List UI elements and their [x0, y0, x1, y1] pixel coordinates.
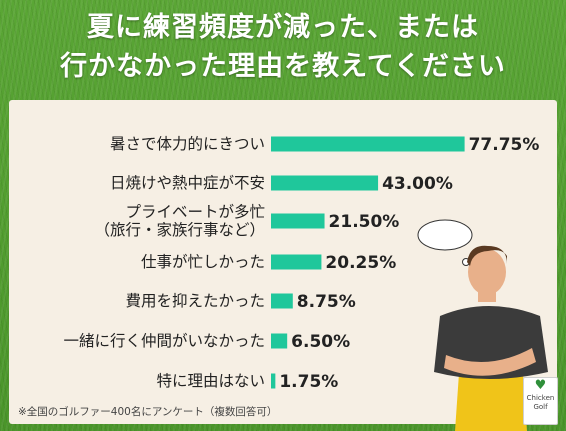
- chicken-golf-logo: ♥ Chicken Golf: [523, 377, 558, 425]
- category-label-3-line-1: プライベートが多忙: [125, 203, 265, 221]
- thought-bubble-icon: [417, 219, 479, 274]
- bar-2: [271, 175, 379, 191]
- bar-5: [271, 293, 293, 309]
- value-label-6: 6.50%: [291, 332, 350, 352]
- category-label-5: 費用を抑えたかった: [125, 292, 265, 310]
- footnote: ※全国のゴルファー400名にアンケート（複数回答可）: [18, 406, 278, 418]
- value-label-5: 8.75%: [297, 292, 356, 312]
- value-label-1: 77.75%: [469, 135, 540, 155]
- bar-1: [271, 136, 465, 152]
- title-line-2: 行かなかった理由を教えてください: [60, 51, 506, 82]
- category-label-1: 暑さで体力的にきつい: [110, 135, 265, 153]
- bar-6: [271, 333, 288, 349]
- category-label-6: 一緒に行く仲間がいなかった: [63, 332, 265, 350]
- value-label-3: 21.50%: [329, 212, 400, 232]
- category-label-2: 日焼けや熱中症が不安: [110, 174, 265, 192]
- value-label-4: 20.25%: [325, 253, 396, 273]
- value-label-7: 1.75%: [279, 372, 338, 392]
- bar-4: [271, 254, 322, 270]
- thinking-person-illustration: [434, 245, 548, 431]
- bar-7: [271, 373, 276, 389]
- category-label-3-line-2: （旅行・家族行事など）: [94, 221, 265, 239]
- page-title: 夏に練習頻度が減った、または 行かなかった理由を教えてください: [0, 8, 566, 86]
- value-label-2: 43.00%: [382, 174, 453, 194]
- title-line-1: 夏に練習頻度が減った、または: [87, 12, 479, 43]
- category-label-7: 特に理由はない: [156, 372, 265, 390]
- category-label-4: 仕事が忙しかった: [141, 253, 265, 271]
- bar-3: [271, 213, 325, 229]
